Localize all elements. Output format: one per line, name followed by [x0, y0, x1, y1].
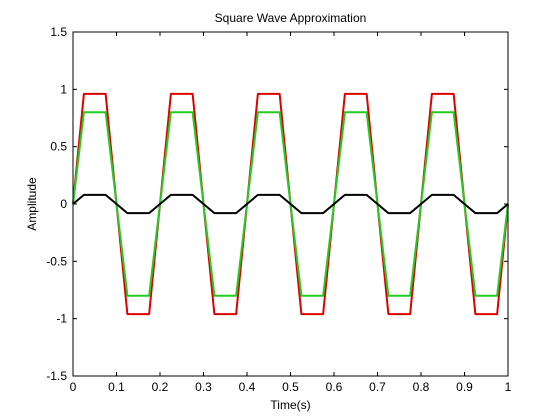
- x-tick-label: 0.5: [282, 380, 299, 394]
- x-tick-label: 0.3: [195, 380, 212, 394]
- x-axis-title: Time(s): [270, 398, 310, 412]
- y-tick-label: 1: [60, 82, 67, 96]
- y-tick-label: -1.5: [46, 369, 67, 383]
- x-tick-label: 0.1: [108, 380, 125, 394]
- y-tick-label: 1.5: [50, 25, 67, 39]
- x-tick-label: 0.2: [152, 380, 169, 394]
- x-tick-label: 0.9: [456, 380, 473, 394]
- x-tick-label: 0.6: [326, 380, 343, 394]
- x-tick-label: 0.7: [369, 380, 386, 394]
- y-tick-label: 0.5: [50, 140, 67, 154]
- y-tick-label: -1: [56, 312, 67, 326]
- series-line-3: [72, 193, 509, 215]
- y-tick-label: 0: [60, 197, 67, 211]
- x-tick-label: 0.4: [239, 380, 256, 394]
- x-tick-label: 0.8: [413, 380, 430, 394]
- x-tick-label: 1: [505, 380, 512, 394]
- x-tick-label: 0: [70, 380, 77, 394]
- y-tick-label: -0.5: [46, 254, 67, 268]
- y-axis-title: Amplitude: [25, 177, 39, 231]
- chart-title: Square Wave Approximation: [215, 11, 367, 25]
- tick-layer: 0 0.1 0.2 0.3 0.4 0.5 0.6 0.7 0.8 0.9 1 1.5 1 0.5 0 -0.…: [46, 25, 511, 394]
- series-layer: [72, 92, 509, 316]
